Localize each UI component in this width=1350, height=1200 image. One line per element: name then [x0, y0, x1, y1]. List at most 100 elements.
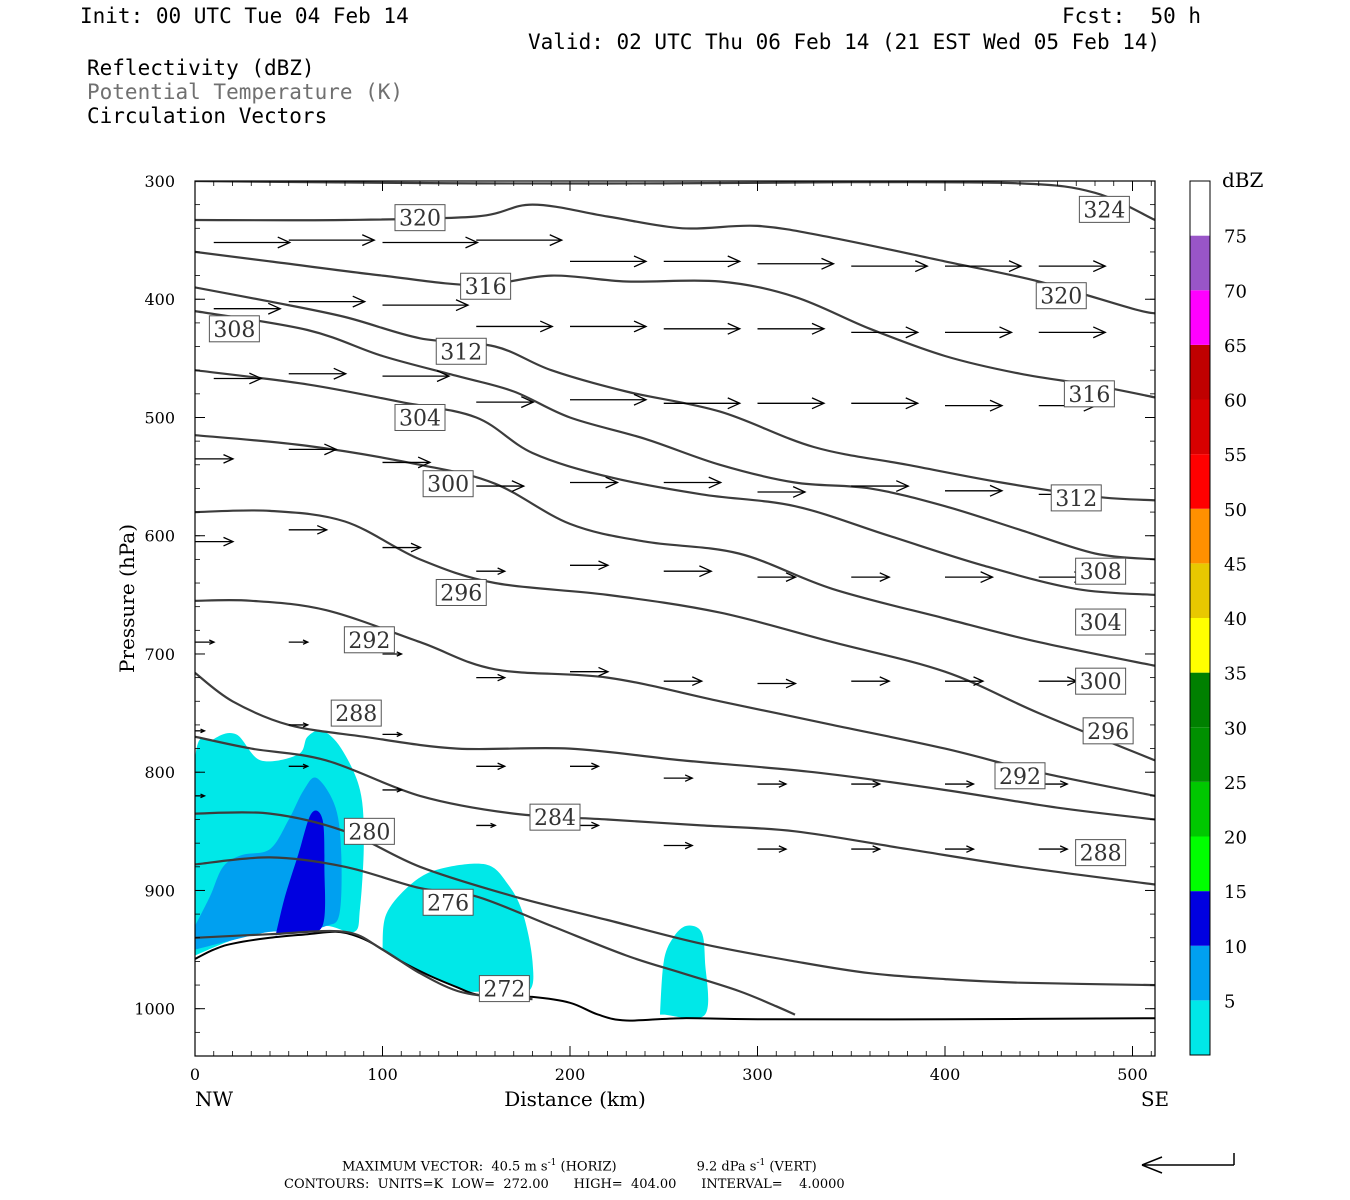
forecast-hour: Fcst: 50 h: [1062, 4, 1202, 28]
reflectivity-fills: [195, 730, 709, 1019]
contour-label-box: [394, 204, 446, 232]
contour-label-box: [208, 315, 260, 343]
x-axis-label: Distance (km): [504, 1087, 646, 1111]
terrain-fill: [195, 931, 1155, 1056]
colorbar-swatch: [1190, 290, 1210, 345]
theta-contour-292: [195, 598, 1155, 797]
x-tick-label: 400: [930, 1065, 961, 1084]
vector-head: [352, 295, 367, 308]
vector-head: [727, 322, 742, 335]
colorbar-level-label: 20: [1224, 828, 1247, 849]
x-tick-label: 100: [367, 1065, 398, 1084]
colorbar-level-label: 35: [1224, 664, 1247, 685]
contours-note: CONTOURS: UNITS=K LOW= 272.00 HIGH= 404.…: [284, 1177, 845, 1192]
vector-head: [708, 476, 723, 489]
contour-label-316: 316: [1068, 383, 1110, 408]
vector-head: [436, 370, 451, 383]
vector-head: [727, 397, 742, 410]
colorbar-swatch: [1190, 945, 1210, 1001]
contour-label-320: 320: [399, 207, 441, 232]
vector-head: [1092, 260, 1107, 273]
contour-label-324: 324: [1083, 198, 1125, 223]
y-tick-label: 300: [144, 172, 175, 191]
vector-head: [302, 722, 310, 728]
contour-label-box: [994, 762, 1046, 790]
theta-contour-308: [195, 310, 1155, 561]
contour-label-box: [1075, 667, 1127, 695]
colorbar-swatch: [1190, 563, 1210, 618]
vector-head: [396, 731, 404, 738]
vector-head: [249, 372, 263, 385]
vector-head: [785, 678, 798, 689]
vector-head: [223, 454, 235, 464]
vector-head: [598, 666, 610, 677]
colorbar-frame: [1189, 180, 1211, 1056]
contour-label-312: 312: [1055, 487, 1097, 512]
vector-head: [361, 234, 376, 247]
colorbar-level-label: 60: [1224, 391, 1247, 412]
x-end-label-left: NW: [195, 1087, 234, 1111]
vector-head: [598, 560, 610, 571]
colorbar-swatch: [1190, 891, 1210, 946]
contour-label-box: [1075, 839, 1127, 867]
contour-label-box: [343, 626, 395, 654]
x-tick-label: 0: [190, 1065, 200, 1084]
contour-label-box: [1082, 717, 1134, 745]
vector-head: [591, 762, 601, 771]
colorbar-level-label: 70: [1224, 281, 1247, 302]
y-tick-label: 900: [144, 881, 175, 900]
colorbar-level-label: 10: [1224, 937, 1247, 958]
vector-head: [914, 260, 929, 273]
colorbar-swatch: [1190, 781, 1210, 837]
contour-label-288: 288: [335, 702, 377, 727]
vector-head: [410, 542, 423, 553]
vector-head: [684, 774, 694, 782]
field-circulation-vectors: Circulation Vectors: [87, 104, 328, 128]
contour-label-box: [460, 272, 512, 300]
contour-label-box: [529, 803, 581, 831]
vector-head: [549, 234, 564, 247]
contour-label-296: 296: [1087, 720, 1129, 745]
vector-head: [699, 565, 713, 578]
contour-label-312: 312: [440, 340, 482, 365]
vector-head: [1092, 326, 1107, 339]
colorbar-swatch: [1190, 1000, 1210, 1055]
vector-head: [396, 651, 404, 657]
reflectivity-area-5dbz: [382, 863, 534, 994]
y-tick-label: 400: [144, 290, 175, 309]
contour-label-304: 304: [1080, 611, 1122, 636]
colorbar-swatch: [1190, 181, 1210, 236]
colorbar-unit: dBZ: [1222, 168, 1264, 192]
colorbar-swatch: [1190, 344, 1210, 400]
vector-head: [200, 728, 207, 734]
vector-head: [811, 322, 826, 335]
contour-label-box: [435, 578, 487, 606]
vector-head: [989, 484, 1004, 497]
contour-label-300: 300: [427, 473, 469, 498]
colorbar-level-label: 25: [1224, 773, 1247, 794]
contour-label-box: [1078, 195, 1130, 223]
contour-label-box: [343, 817, 395, 845]
colorbar-level-label: 30: [1224, 718, 1247, 739]
theta-contour-284: [195, 735, 1155, 886]
colorbar-swatch: [1190, 508, 1210, 564]
vector-head: [879, 676, 891, 687]
vector-head: [872, 780, 882, 788]
vector-head: [778, 845, 788, 853]
y-tick-label: 600: [144, 527, 175, 546]
vector-head: [302, 763, 310, 770]
vector-head: [396, 787, 404, 793]
contour-label-300: 300: [1080, 670, 1122, 695]
contour-label-box: [1035, 282, 1087, 310]
vector-head: [316, 524, 329, 535]
vector-head: [966, 845, 976, 853]
reflectivity-area-15dbz: [275, 810, 326, 936]
vector-head: [811, 397, 826, 410]
reference-vector-icon: [1141, 1153, 1235, 1174]
vector-head: [497, 567, 507, 576]
vector-head: [905, 326, 920, 339]
vector-head: [277, 236, 292, 249]
y-tick-label: 800: [144, 763, 175, 782]
contour-label-292: 292: [999, 765, 1041, 790]
vector-head: [591, 821, 601, 830]
